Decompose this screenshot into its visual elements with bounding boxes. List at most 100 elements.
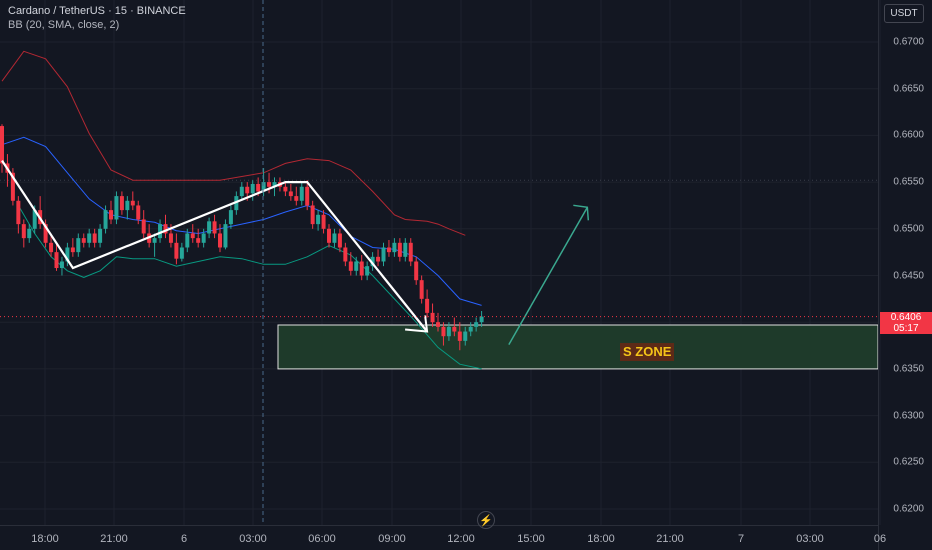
- time-tick-label: 15:00: [517, 533, 545, 545]
- candle-body: [179, 247, 184, 259]
- candle-body: [103, 210, 108, 229]
- candle-body: [419, 280, 424, 299]
- candle-body: [365, 266, 370, 276]
- candle-body: [0, 126, 4, 164]
- candle-body: [114, 196, 119, 220]
- zigzag-path: [1, 159, 428, 333]
- candle-body: [261, 182, 266, 192]
- candle-body: [381, 247, 386, 262]
- candle-body: [305, 186, 310, 206]
- candle-body: [359, 261, 364, 276]
- candle-body: [272, 182, 277, 187]
- bb-basis-line: [1, 136, 482, 306]
- candle-body: [452, 326, 457, 332]
- candle-body: [228, 210, 233, 225]
- candle-body: [446, 326, 451, 337]
- candle-body: [392, 242, 397, 253]
- candle-body: [125, 200, 130, 211]
- candlesticks: [0, 124, 484, 351]
- candle-body: [70, 247, 75, 253]
- candle-body: [27, 228, 32, 239]
- candle-body: [474, 322, 479, 327]
- price-tick-label: 0.6700: [893, 36, 924, 48]
- price-tick-label: 0.6550: [893, 176, 924, 188]
- time-tick-label: 03:00: [239, 533, 267, 545]
- candle-body: [76, 238, 81, 253]
- time-tick-label: 21:00: [656, 533, 684, 545]
- candle-body: [218, 233, 222, 248]
- candle-body: [223, 224, 228, 248]
- time-tick-label: 06: [873, 533, 887, 545]
- candle-body: [65, 247, 70, 262]
- candle-body: [354, 261, 359, 271]
- candle-body: [436, 322, 440, 327]
- candle-body: [245, 186, 250, 194]
- indicator-legend[interactable]: BB (20, SMA, close, 2): [8, 19, 120, 31]
- candle-body: [386, 247, 391, 253]
- time-tick-label: 12:00: [447, 533, 475, 545]
- candle-body: [207, 221, 212, 234]
- candle-body: [294, 196, 299, 201]
- candle-body: [234, 196, 239, 211]
- candle-body: [201, 233, 206, 243]
- time-tick-label: 18:00: [587, 533, 615, 545]
- candle-body: [59, 261, 64, 269]
- lightning-icon[interactable]: ⚡: [477, 511, 495, 529]
- time-tick-label: 21:00: [100, 533, 128, 545]
- bar-countdown: 05:17: [893, 323, 919, 334]
- time-tick-label: 03:00: [796, 533, 824, 545]
- candle-body: [430, 312, 435, 323]
- down-arrowhead: [405, 315, 429, 333]
- candle-body: [316, 214, 321, 225]
- candle-body: [87, 233, 92, 243]
- candle-body: [32, 210, 37, 229]
- candle-body: [376, 256, 381, 262]
- candle-body: [98, 228, 103, 243]
- candle-body: [288, 191, 293, 197]
- trend-drawings: [1, 159, 590, 345]
- candle-body: [425, 298, 430, 313]
- time-tick-label: 09:00: [378, 533, 406, 545]
- up-arrowhead: [573, 204, 590, 221]
- price-tick-label: 0.6450: [893, 270, 924, 281]
- candle-body: [21, 224, 26, 239]
- candle-body: [321, 214, 326, 229]
- candle-body: [463, 331, 468, 341]
- candle-body: [158, 224, 163, 239]
- chart-grid: [0, 0, 881, 525]
- time-tick-label: 18:00: [31, 533, 59, 545]
- price-tick-label: 0.6350: [893, 363, 924, 375]
- currency-button[interactable]: USDT: [884, 4, 924, 23]
- candle-body: [457, 331, 462, 341]
- last-price-tag: 0.6406 05:17: [880, 312, 932, 334]
- candle-body: [141, 219, 146, 234]
- candle-body: [327, 228, 331, 243]
- candle-body: [337, 233, 342, 248]
- up-arrow-line: [508, 206, 588, 345]
- candle-body: [239, 186, 244, 197]
- candle-body: [190, 233, 195, 239]
- candle-body: [92, 233, 97, 243]
- candle-body: [250, 183, 255, 194]
- candle-body: [299, 186, 304, 201]
- time-tick-label: 06:00: [308, 533, 336, 545]
- candle-body: [370, 256, 375, 267]
- candle-body: [168, 233, 173, 243]
- price-tick-label: 0.6600: [893, 129, 924, 141]
- candle-body: [397, 242, 402, 257]
- candle-body: [414, 261, 419, 281]
- candle-body: [163, 224, 168, 234]
- candle-body: [196, 238, 201, 243]
- candle-body: [403, 242, 408, 257]
- bb-lower-line: [17, 205, 482, 370]
- support-zone-box[interactable]: [277, 324, 879, 370]
- candle-body: [468, 326, 473, 332]
- candle-body: [283, 186, 288, 192]
- candle-body: [109, 210, 113, 220]
- candle-body: [54, 252, 59, 269]
- candle-body: [119, 196, 124, 211]
- bollinger-bands: [1, 50, 482, 370]
- price-tick-label: 0.6500: [893, 223, 924, 235]
- last-price-value: 0.6406: [890, 312, 922, 323]
